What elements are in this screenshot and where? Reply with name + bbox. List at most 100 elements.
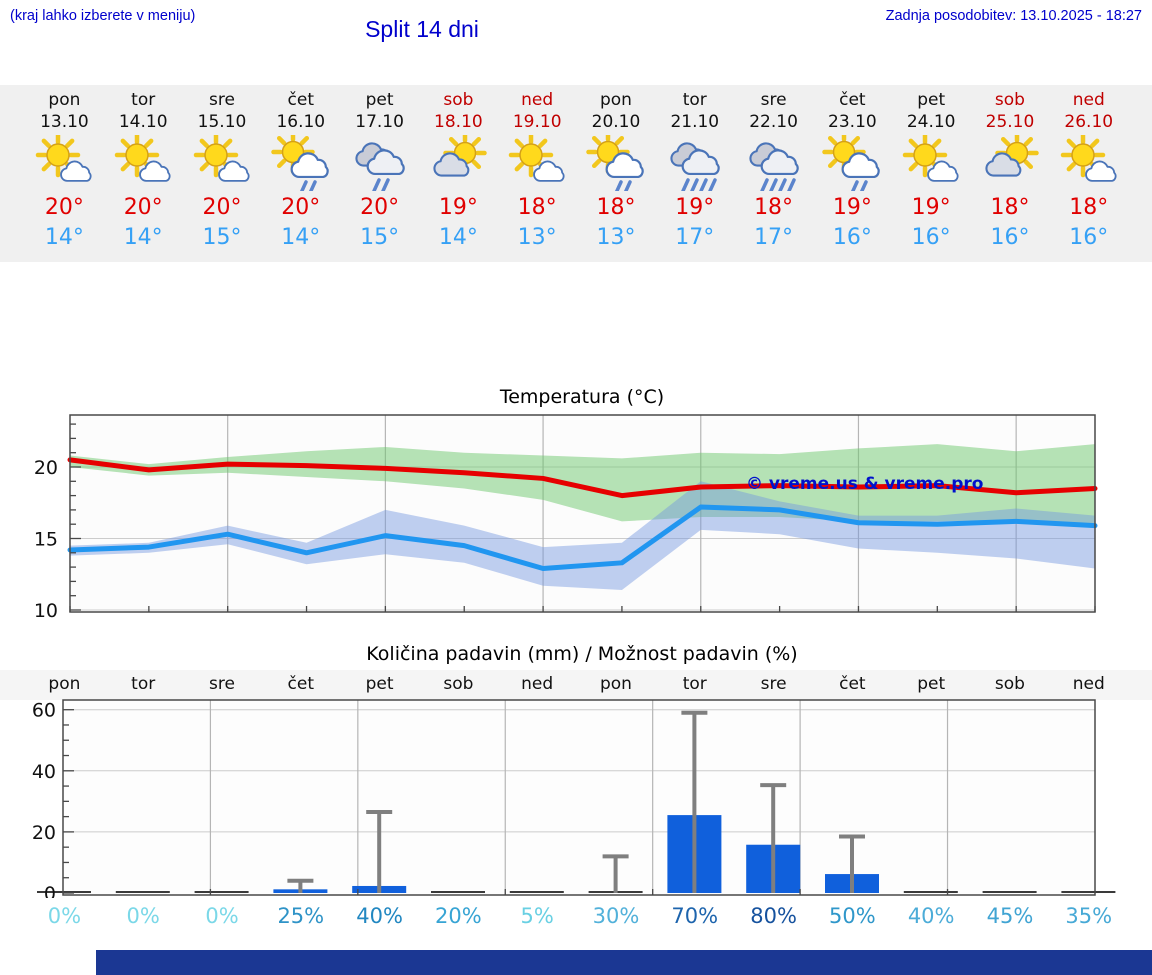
day-min-temp: 13° (517, 225, 557, 250)
precipitation-chart: 0 20 40 60 (32, 699, 1116, 898)
day-name: sre (209, 90, 235, 110)
temp-y-tick-label: 15 (34, 529, 58, 551)
forecast-day-column: sob 18.10 19° 14° (419, 85, 498, 262)
bottom-bar (96, 950, 1152, 975)
precipitation-chart-title: Količina padavin (mm) / Možnost padavin … (366, 643, 798, 665)
min-temperature-line (67, 504, 1098, 572)
precip-probability-label: 20% (435, 904, 482, 928)
precip-day-label: sre (760, 674, 787, 694)
precip-day-label: sre (209, 674, 235, 694)
day-name: tor (131, 90, 156, 110)
weather-icon (419, 131, 498, 193)
day-min-temp: 16° (911, 225, 951, 250)
day-max-temp: 20° (202, 195, 242, 220)
forecast-day-column: pet 17.10 20° 15° (340, 85, 419, 262)
sun_cloud-icon (508, 132, 565, 182)
precip-bar-zero (115, 891, 170, 893)
day-date: 17.10 (355, 112, 404, 132)
forecast-day-column: sre 15.10 20° 15° (183, 85, 262, 262)
precip-y-tick-label: 40 (32, 761, 56, 783)
day-date: 14.10 (118, 112, 168, 132)
precip-bar-zero (903, 891, 958, 893)
precip-probability-label: 25% (277, 904, 325, 928)
precip-probability-label: 35% (1065, 904, 1113, 928)
cloud_sun-icon (985, 131, 1039, 177)
day-max-temp: 20° (281, 195, 321, 220)
day-min-temp: 16° (832, 225, 872, 250)
day-min-temp: 14° (44, 225, 84, 250)
sun_rain-icon (271, 130, 329, 195)
day-max-temp: 20° (360, 195, 400, 220)
precip-probability-label: 30% (592, 904, 640, 928)
day-date: 13.10 (40, 112, 89, 132)
precip-day-label: tor (682, 674, 707, 694)
sun_rain-icon (822, 130, 881, 195)
clouds_heavy_rain-icon (670, 142, 720, 193)
forecast-day-column: pon 20.10 18° 13° (577, 85, 656, 262)
day-date: 22.10 (749, 112, 798, 132)
last-update-text: Zadnja posodobitev: 13.10.2025 - 18:27 (885, 8, 1142, 24)
day-name: čet (839, 90, 866, 110)
day-min-temp: 17° (675, 225, 715, 250)
forecast-day-column: ned 19.10 18° 13° (498, 85, 577, 262)
day-name: sob (994, 90, 1025, 110)
weather-icon (1049, 132, 1128, 193)
day-max-temp: 18° (754, 195, 794, 220)
precip-probability-label: 40% (356, 904, 403, 928)
precip-y-tick-label: 0 (44, 883, 56, 898)
day-min-temp: 16° (990, 225, 1030, 250)
day-min-temp: 14° (438, 225, 478, 250)
weather-icon (104, 132, 183, 193)
day-name: tor (682, 90, 707, 110)
precip-y-tick-label: 60 (32, 700, 56, 722)
day-max-temp: 18° (1069, 195, 1109, 220)
weather-icon (734, 135, 813, 193)
clouds_heavy_rain-icon (748, 142, 799, 193)
precip-day-label: čet (287, 674, 315, 694)
day-name: sob (443, 90, 474, 110)
weather-icon (25, 132, 104, 193)
day-min-temp: 16° (1069, 225, 1109, 250)
precip-day-label: ned (1072, 674, 1105, 694)
temperature-chart: 10 15 20 © vreme.us & vreme.pro (34, 414, 1098, 620)
precipitation-probability-row: 0% 0% 0% 25% 40% 20% 5% 30% 70% 80% 50% 40% 45% 35% (0, 901, 1152, 933)
precip-day-label: tor (131, 674, 156, 694)
precip-probability-label: 70% (671, 904, 719, 928)
precip-probability-label: 40% (907, 904, 955, 928)
day-date: 23.10 (828, 112, 877, 132)
day-max-temp: 19° (911, 195, 951, 220)
day-max-temp: 20° (123, 195, 163, 220)
weather-icon (340, 135, 419, 193)
forecast-day-column: pet 24.10 19° 16° (892, 85, 971, 262)
precip-bar-zero (509, 891, 564, 893)
forecast-day-column: tor 21.10 19° 17° (655, 85, 734, 262)
day-min-temp: 15° (202, 225, 242, 250)
day-min-temp: 14° (123, 225, 163, 250)
day-name: pet (917, 90, 946, 110)
precip-bar-zero (37, 891, 91, 893)
precip-bar-zero (431, 891, 485, 893)
sun_cloud-icon (193, 132, 250, 182)
day-date: 25.10 (985, 112, 1035, 132)
temperature-chart-title: Temperatura (°C) (499, 386, 665, 408)
precip-probability-label: 0% (126, 904, 160, 928)
day-date: 19.10 (512, 112, 562, 132)
forecast-day-column: ned 26.10 18° 16° (1049, 85, 1128, 262)
weather-icon (892, 132, 971, 193)
day-min-temp: 15° (360, 225, 400, 250)
precip-day-label: sob (443, 674, 474, 694)
precip-day-label: sob (994, 674, 1025, 694)
day-name: pon (48, 90, 81, 110)
forecast-band: pon 13.10 20° 14° tor 14.10 20° 14° sre 15.10 20° 1… (0, 85, 1152, 262)
day-date: 26.10 (1064, 112, 1114, 132)
forecast-day-column: čet 23.10 19° 16° (813, 85, 892, 262)
day-min-temp: 17° (754, 225, 794, 250)
page-title: Split 14 dni (365, 16, 479, 42)
precip-bar-zero (982, 891, 1037, 893)
sun_cloud-icon (36, 132, 92, 182)
temp-y-tick-label: 10 (34, 600, 58, 620)
day-date: 15.10 (197, 112, 247, 132)
precip-bar-zero (194, 891, 249, 893)
cloud_sun-icon (433, 131, 488, 177)
